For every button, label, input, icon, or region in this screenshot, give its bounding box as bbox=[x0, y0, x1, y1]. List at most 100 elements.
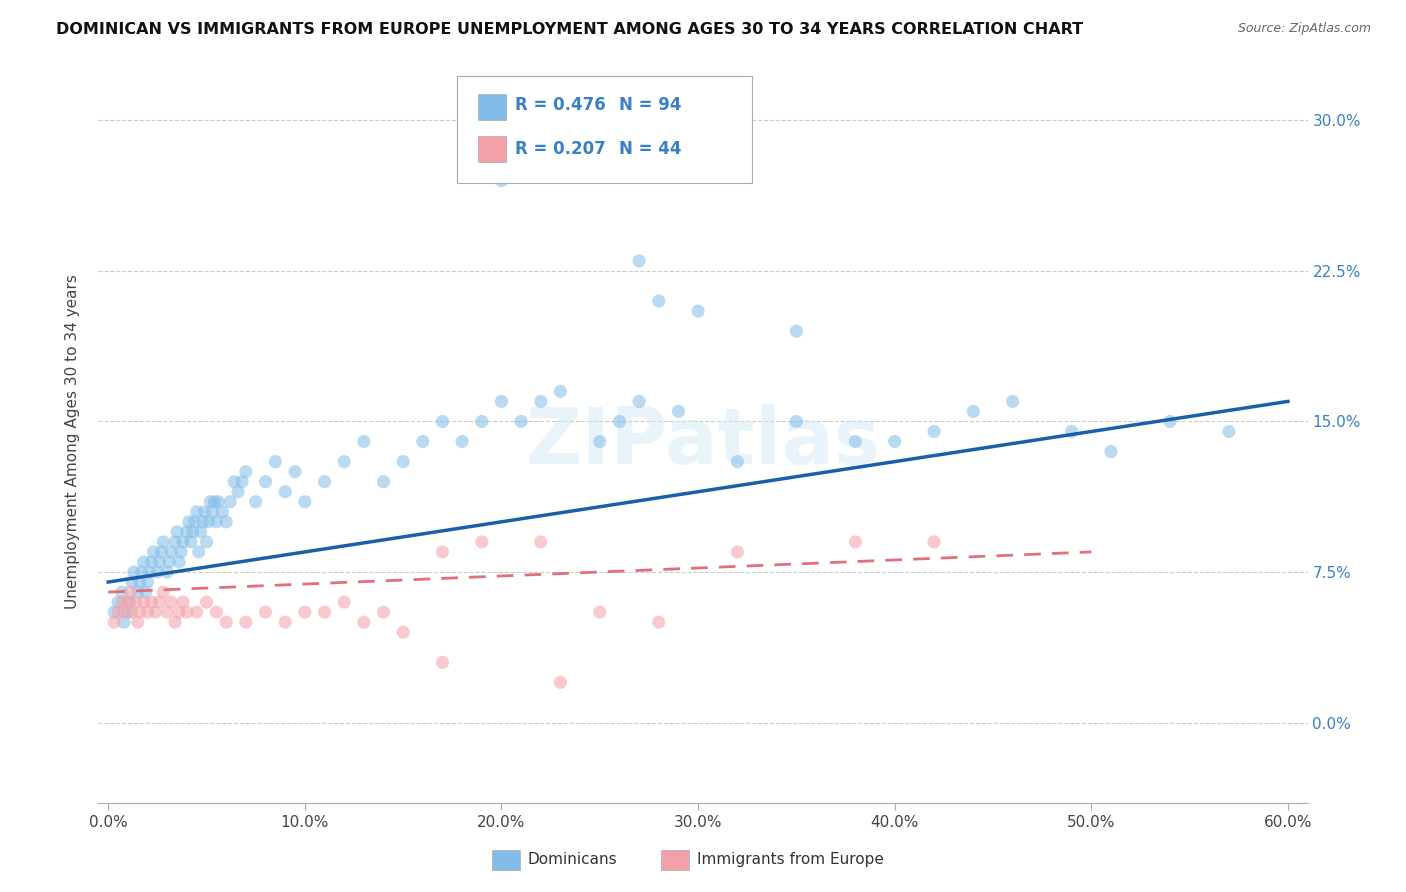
Point bbox=[148, 595, 170, 609]
Point bbox=[1001, 394, 1024, 409]
Point bbox=[190, 524, 212, 539]
Point bbox=[136, 575, 159, 590]
Point bbox=[785, 324, 807, 338]
Point bbox=[491, 174, 513, 188]
Point bbox=[118, 585, 141, 599]
Point bbox=[844, 434, 866, 449]
Point bbox=[180, 535, 202, 549]
Point bbox=[314, 475, 336, 489]
Point bbox=[205, 515, 228, 529]
Point bbox=[127, 585, 149, 599]
Point bbox=[1218, 425, 1240, 439]
Point bbox=[112, 605, 135, 619]
Text: DOMINICAN VS IMMIGRANTS FROM EUROPE UNEMPLOYMENT AMONG AGES 30 TO 34 YEARS CORRE: DOMINICAN VS IMMIGRANTS FROM EUROPE UNEM… bbox=[56, 22, 1084, 37]
Point bbox=[112, 615, 135, 630]
Point bbox=[550, 384, 572, 399]
Point bbox=[215, 615, 238, 630]
Point bbox=[172, 595, 194, 609]
Point bbox=[128, 605, 150, 619]
Point bbox=[121, 605, 143, 619]
Point bbox=[141, 595, 163, 609]
Point bbox=[219, 494, 242, 508]
Point bbox=[107, 605, 129, 619]
Point bbox=[264, 455, 287, 469]
Point bbox=[725, 545, 748, 559]
Text: Source: ZipAtlas.com: Source: ZipAtlas.com bbox=[1237, 22, 1371, 36]
Point bbox=[392, 455, 415, 469]
Point bbox=[170, 545, 193, 559]
Point bbox=[333, 455, 356, 469]
Point bbox=[628, 254, 651, 268]
Point bbox=[353, 434, 375, 449]
Point bbox=[785, 414, 807, 429]
Point bbox=[922, 425, 945, 439]
Point bbox=[146, 565, 169, 579]
Point bbox=[152, 535, 174, 549]
Point bbox=[165, 535, 187, 549]
Point bbox=[510, 414, 533, 429]
Point bbox=[165, 615, 187, 630]
Point bbox=[172, 535, 194, 549]
Point bbox=[148, 555, 170, 569]
Point bbox=[609, 414, 631, 429]
Point bbox=[156, 565, 179, 579]
Point bbox=[688, 304, 710, 318]
Point bbox=[373, 475, 395, 489]
Point bbox=[215, 515, 238, 529]
Point bbox=[167, 555, 190, 569]
Point bbox=[1099, 444, 1122, 458]
Point bbox=[211, 505, 233, 519]
Text: ZIPatlas: ZIPatlas bbox=[526, 403, 880, 480]
Point bbox=[294, 494, 316, 508]
Point bbox=[844, 535, 866, 549]
Point bbox=[195, 535, 218, 549]
Point bbox=[589, 434, 612, 449]
Point bbox=[128, 575, 150, 590]
Point bbox=[353, 615, 375, 630]
Point bbox=[550, 675, 572, 690]
Text: R = 0.207: R = 0.207 bbox=[515, 140, 606, 158]
Point bbox=[471, 535, 494, 549]
Point bbox=[274, 615, 297, 630]
Point bbox=[111, 585, 134, 599]
Y-axis label: Unemployment Among Ages 30 to 34 years: Unemployment Among Ages 30 to 34 years bbox=[65, 274, 80, 609]
Point bbox=[451, 434, 474, 449]
Point bbox=[200, 494, 222, 508]
Point bbox=[150, 545, 173, 559]
Point bbox=[207, 494, 229, 508]
Point bbox=[245, 494, 267, 508]
Point bbox=[166, 524, 188, 539]
Point bbox=[121, 575, 143, 590]
Text: Immigrants from Europe: Immigrants from Europe bbox=[697, 853, 884, 867]
Point bbox=[294, 605, 316, 619]
Point bbox=[314, 605, 336, 619]
Point bbox=[135, 585, 157, 599]
Point bbox=[132, 595, 155, 609]
Point bbox=[226, 484, 249, 499]
Point bbox=[107, 595, 129, 609]
Point bbox=[628, 394, 651, 409]
Point bbox=[274, 484, 297, 499]
Point bbox=[412, 434, 434, 449]
Point bbox=[187, 545, 209, 559]
Point bbox=[922, 535, 945, 549]
Point bbox=[157, 555, 180, 569]
Point bbox=[176, 605, 198, 619]
Point bbox=[195, 595, 218, 609]
Point bbox=[176, 524, 198, 539]
Point bbox=[432, 545, 454, 559]
Point bbox=[204, 494, 226, 508]
Point bbox=[254, 605, 277, 619]
Point bbox=[373, 605, 395, 619]
Point bbox=[118, 595, 141, 609]
Point bbox=[1159, 414, 1181, 429]
Point bbox=[184, 515, 207, 529]
Point bbox=[333, 595, 356, 609]
Point bbox=[132, 555, 155, 569]
Point bbox=[222, 475, 245, 489]
Point bbox=[883, 434, 905, 449]
Point bbox=[141, 555, 163, 569]
Point bbox=[392, 625, 415, 640]
Point bbox=[152, 585, 174, 599]
Point bbox=[725, 455, 748, 469]
